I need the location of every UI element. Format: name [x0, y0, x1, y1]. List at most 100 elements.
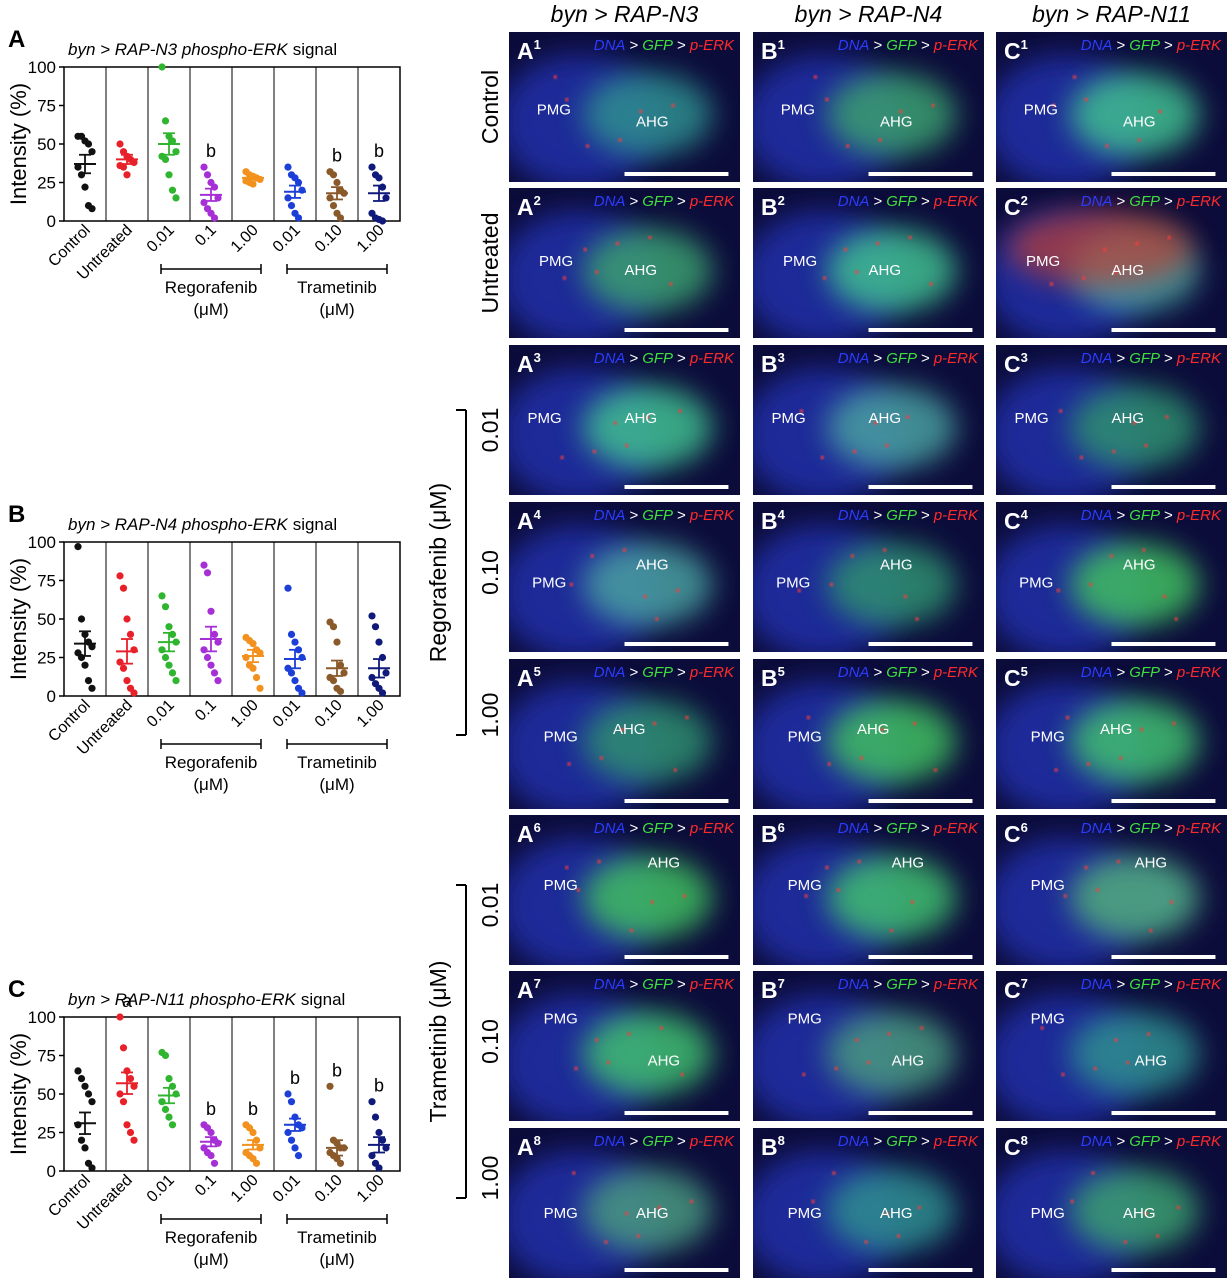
legend-perk: p-ERK: [1176, 820, 1222, 837]
data-point: [81, 183, 89, 191]
data-point: [130, 1136, 138, 1144]
perk-dot: [1146, 1032, 1151, 1036]
perk-dot: [682, 894, 687, 898]
perk-dot: [1132, 421, 1137, 425]
region-label: PMG: [781, 102, 815, 119]
perk-dot: [560, 455, 564, 460]
data-point: [252, 1159, 261, 1167]
y-axis-label: Intensity (%): [6, 83, 31, 205]
error-bar: [289, 648, 301, 670]
region-label: AHG: [892, 1053, 925, 1070]
gfp-signal: [1069, 1168, 1200, 1253]
perk-dot: [1116, 859, 1121, 864]
panel-letter: C: [8, 976, 25, 1003]
panel-sup: 4: [778, 507, 786, 522]
data-point: [336, 214, 345, 222]
error-bar: [247, 648, 259, 664]
perk-dot: [571, 1171, 576, 1175]
panel-sup: 8: [1021, 1133, 1028, 1148]
data-point: [158, 592, 166, 600]
x-tick-label: 0.01: [270, 1172, 304, 1206]
legend-dna: DNA: [838, 507, 870, 524]
data-point: [382, 1144, 390, 1152]
perk-dot: [627, 1032, 631, 1036]
channel-legend: DNA > GFP > p-ERK: [1081, 820, 1222, 837]
channel-legend: DNA > GFP > p-ERK: [594, 1133, 735, 1150]
title-italic: byn > RAP-N3 phospho-ERK: [68, 40, 288, 59]
perk-dot: [564, 97, 569, 102]
region-label: AHG: [857, 721, 890, 738]
panel-letter: A: [517, 977, 534, 1003]
panel-letter: B: [761, 194, 778, 220]
perk-dot: [864, 1240, 868, 1244]
legend-sep: >: [677, 193, 686, 210]
gfp-signal: [582, 72, 713, 157]
perk-dot: [1158, 109, 1162, 114]
panel-sup: 1: [778, 37, 785, 52]
data-point: [298, 689, 306, 697]
channel-legend: DNA > GFP > p-ERK: [838, 350, 979, 367]
dose-label: 1.00: [477, 693, 503, 738]
annotation: b: [206, 1099, 216, 1119]
region-label: PMG: [1031, 729, 1065, 746]
panel-id: C3: [1004, 350, 1028, 377]
y-tick-label: 50: [37, 135, 56, 154]
panel-sup: 5: [778, 664, 785, 679]
perk-dot: [1072, 75, 1077, 79]
data-point: [158, 1098, 166, 1106]
channel-legend: DNA > GFP > p-ERK: [1081, 350, 1222, 367]
perk-dot: [1148, 928, 1153, 933]
perk-dot: [1162, 594, 1167, 599]
data-point: [375, 174, 383, 182]
perk-dot: [1056, 588, 1061, 593]
perk-dot: [599, 756, 604, 760]
y-tick-label: 50: [37, 610, 56, 629]
legend-sep: >: [1164, 350, 1173, 367]
data-point: [168, 630, 177, 639]
y-tick-label: 25: [37, 174, 56, 193]
legend-sep: >: [873, 37, 882, 54]
legend-dna: DNA: [1081, 1133, 1113, 1150]
legend-sep: >: [1164, 37, 1173, 54]
perk-dot: [668, 282, 673, 286]
data-point: [168, 137, 177, 145]
perk-dot: [594, 1038, 599, 1042]
data-point: [203, 653, 212, 662]
data-point: [130, 1082, 138, 1090]
panel-id: B5: [761, 664, 785, 691]
region-label: AHG: [880, 1205, 913, 1222]
data-point: [249, 664, 257, 672]
legend-sep: >: [629, 37, 638, 54]
group-label: Regorafenib: [165, 1228, 258, 1247]
legend-dna: DNA: [838, 37, 870, 54]
perk-dot: [866, 1060, 871, 1065]
legend-gfp: GFP: [642, 193, 673, 210]
perk-dot: [636, 1234, 641, 1238]
data-point: [158, 63, 166, 71]
data-point: [116, 1090, 124, 1098]
error-bar: [205, 1136, 217, 1148]
gfp-signal: [1069, 699, 1200, 784]
panel-sup: 3: [778, 350, 785, 365]
dose-label: 0.10: [477, 1019, 503, 1064]
data-point: [284, 1128, 292, 1137]
legend-gfp: GFP: [1129, 350, 1160, 367]
legend-dna: DNA: [838, 820, 870, 837]
legend-sep: >: [629, 1133, 638, 1150]
perk-dot: [806, 715, 811, 720]
column-header: byn > RAP-N11: [1032, 1, 1191, 27]
legend-sep: >: [921, 507, 930, 524]
panel-sup: 1: [534, 37, 541, 52]
perk-dot: [564, 865, 569, 870]
legend-sep: >: [873, 820, 882, 837]
x-tick-label: 0.10: [312, 697, 346, 731]
data-point: [84, 677, 93, 685]
gfp-signal: [582, 228, 713, 313]
perk-dot: [1061, 1072, 1065, 1077]
